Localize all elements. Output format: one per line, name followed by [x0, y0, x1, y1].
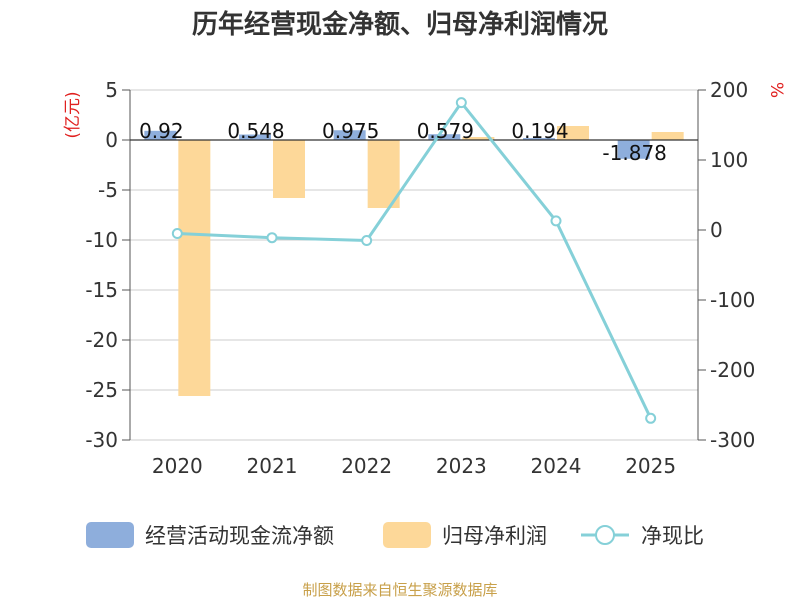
- data-labels: 0.92 0.548 0.975 0.579 0.194 -1.878: [139, 119, 667, 165]
- data-label-cashflow: 0.194: [511, 119, 568, 143]
- bar-cashflow: [144, 130, 177, 140]
- line-point: [361, 235, 373, 246]
- data-label-cashflow: 0.548: [227, 119, 284, 143]
- bar-net-profit: [651, 132, 684, 140]
- legend-label-cashflow: 经营活动现金流净额: [145, 524, 334, 548]
- x-tick-label: 2020: [152, 454, 203, 478]
- legend: 经营活动现金流净额 归母净利润 净现比: [86, 522, 704, 548]
- bar-net-profit: [273, 140, 305, 198]
- legend-swatch-net-profit: [383, 522, 431, 548]
- data-label-cashflow: 0.579: [417, 119, 474, 143]
- x-tick-label: 2024: [531, 454, 582, 478]
- right-tick-label: -200: [710, 358, 755, 382]
- right-tick-label: -300: [710, 428, 755, 452]
- right-tick-label: 200: [710, 78, 748, 102]
- left-tick-label: -10: [85, 228, 118, 252]
- data-label-cashflow: -1.878: [602, 141, 666, 165]
- legend-label-net-profit: 归母净利润: [442, 524, 547, 548]
- right-tick-label: -100: [710, 288, 755, 312]
- bar-net-profit: [178, 140, 211, 396]
- source-note: 制图数据来自恒生聚源数据库: [302, 581, 497, 599]
- bar-cashflow: [333, 130, 366, 140]
- x-tick-label: 2025: [625, 454, 676, 478]
- bar-cashflow: [428, 134, 461, 140]
- right-axis-unit: %: [766, 82, 786, 98]
- x-tick-label: 2023: [436, 454, 487, 478]
- chart-title: 历年经营现金净额、归母净利润情况: [192, 9, 608, 40]
- series-operating-cashflow: [144, 130, 650, 159]
- left-tick-label: -25: [85, 378, 118, 402]
- left-tick-label: -20: [85, 328, 118, 352]
- left-tick-label: 0: [105, 128, 118, 152]
- line-cash-ratio: [177, 100, 653, 419]
- line-point: [266, 232, 278, 244]
- line-point: [455, 97, 467, 109]
- bar-cashflow: [617, 140, 650, 159]
- left-tick-label: -5: [98, 178, 118, 202]
- data-label-cashflow: 0.975: [322, 119, 379, 143]
- x-tick-label: 2022: [341, 454, 392, 478]
- left-tick-label: -30: [85, 428, 118, 452]
- bar-cashflow: [523, 138, 555, 140]
- data-label-cashflow: 0.92: [139, 119, 184, 143]
- line-point: [171, 228, 183, 239]
- axes: 5 0 -5 -10 -15 -20 -25 -30 200 100 0 -100 -200 -300 20…: [85, 78, 755, 478]
- bar-net-profit: [557, 126, 589, 140]
- legend-marker-cash-ratio: [595, 525, 615, 545]
- series-net-profit: [178, 126, 684, 396]
- line-point: [645, 412, 657, 424]
- bar-cashflow: [239, 134, 271, 140]
- series-cash-ratio: [171, 97, 657, 424]
- line-point: [550, 215, 562, 227]
- legend-swatch-cashflow: [86, 522, 134, 548]
- left-tick-label: 5: [105, 78, 118, 102]
- x-tick-label: 2021: [247, 454, 298, 478]
- right-tick-label: 100: [710, 148, 748, 172]
- right-tick-label: 0: [710, 218, 723, 242]
- legend-label-cash-ratio: 净现比: [641, 524, 704, 548]
- bar-net-profit: [462, 137, 495, 140]
- left-axis-unit: (亿元): [63, 91, 83, 138]
- left-tick-label: -15: [85, 278, 118, 302]
- bar-net-profit: [367, 140, 400, 208]
